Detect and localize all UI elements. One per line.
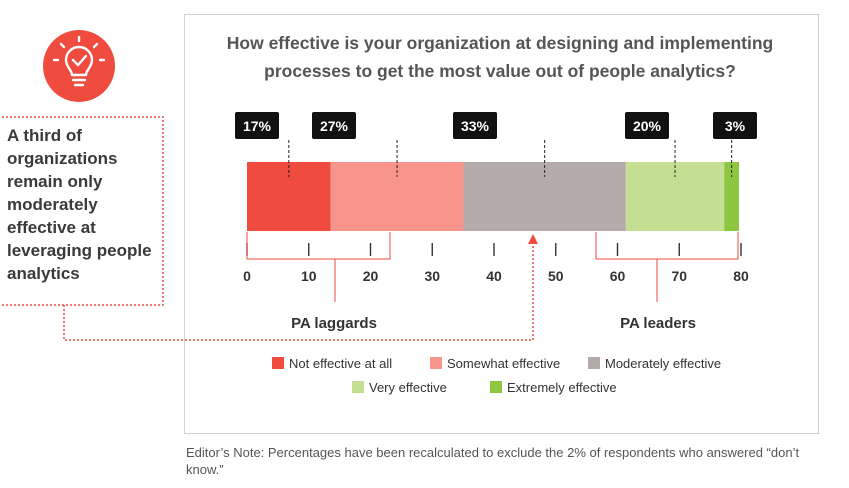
bar-segment [247, 162, 331, 231]
value-label: 17% [243, 118, 272, 134]
callout-line: organizations [7, 149, 118, 168]
legend-swatch [490, 381, 502, 393]
value-label: 3% [725, 118, 746, 134]
bar-segment [625, 162, 725, 231]
callout-connector [63, 242, 534, 341]
x-tick-label: 30 [424, 268, 440, 284]
x-tick-label: 60 [610, 268, 626, 284]
bar-segment [330, 162, 464, 231]
group-label-leaders: PA leaders [620, 315, 696, 332]
callout-line: effective at [7, 218, 96, 237]
callout-line: moderately [7, 195, 98, 214]
x-tick-label: 10 [301, 268, 317, 284]
editors-note: Editor’s Note: Percentages have been rec… [186, 445, 800, 477]
x-tick-label: 70 [671, 268, 687, 284]
callout-line: analytics [7, 264, 80, 283]
value-label-box [625, 112, 669, 139]
callout-line: leveraging people [7, 241, 152, 260]
legend-swatch [352, 381, 364, 393]
value-label-box [235, 112, 279, 139]
x-tick-label: 40 [486, 268, 502, 284]
bar-series [247, 162, 739, 231]
legend-swatch [588, 357, 600, 369]
bar-segment [463, 162, 626, 231]
group-label-laggards: PA laggards [291, 315, 377, 332]
x-tick-label: 0 [243, 268, 251, 284]
laggards-bracket [246, 232, 391, 260]
callout-line: remain only [7, 172, 103, 191]
value-label-box [312, 112, 356, 139]
lightbulb-icon [43, 30, 115, 102]
legend-label: Extremely effective [507, 380, 617, 395]
chart-title-line-2: processes to get the most value out of p… [264, 61, 736, 81]
x-tick-label: 50 [548, 268, 564, 284]
bar-segment [724, 162, 739, 231]
legend-swatch [272, 357, 284, 369]
x-axis: 0 10 20 30 40 50 60 70 80 [243, 243, 749, 284]
legend-label: Moderately effective [605, 356, 721, 371]
value-label: 33% [461, 118, 490, 134]
value-label: 27% [320, 118, 349, 134]
x-tick-label: 20 [363, 268, 379, 284]
legend-swatch [430, 357, 442, 369]
legend-label: Very effective [369, 380, 447, 395]
group-brackets: PA laggards PA leaders [246, 232, 739, 332]
x-tick-label: 80 [733, 268, 749, 284]
legend-label: Not effective at all [289, 356, 392, 371]
leaders-bracket [595, 232, 739, 260]
callout-line: A third of [7, 126, 82, 145]
value-label-box [453, 112, 497, 139]
chart-title-line-1: How effective is your organization at de… [227, 33, 773, 53]
value-labels: 17% 27% 33% 20% 3% [235, 112, 757, 177]
legend-label: Somewhat effective [447, 356, 560, 371]
callout-text: A third of organizations remain only mod… [7, 124, 163, 285]
value-label-box [713, 112, 757, 139]
value-label: 20% [633, 118, 662, 134]
callout-arrowhead [528, 234, 538, 244]
legend: Not effective at all Somewhat effective Mo… [272, 356, 721, 395]
